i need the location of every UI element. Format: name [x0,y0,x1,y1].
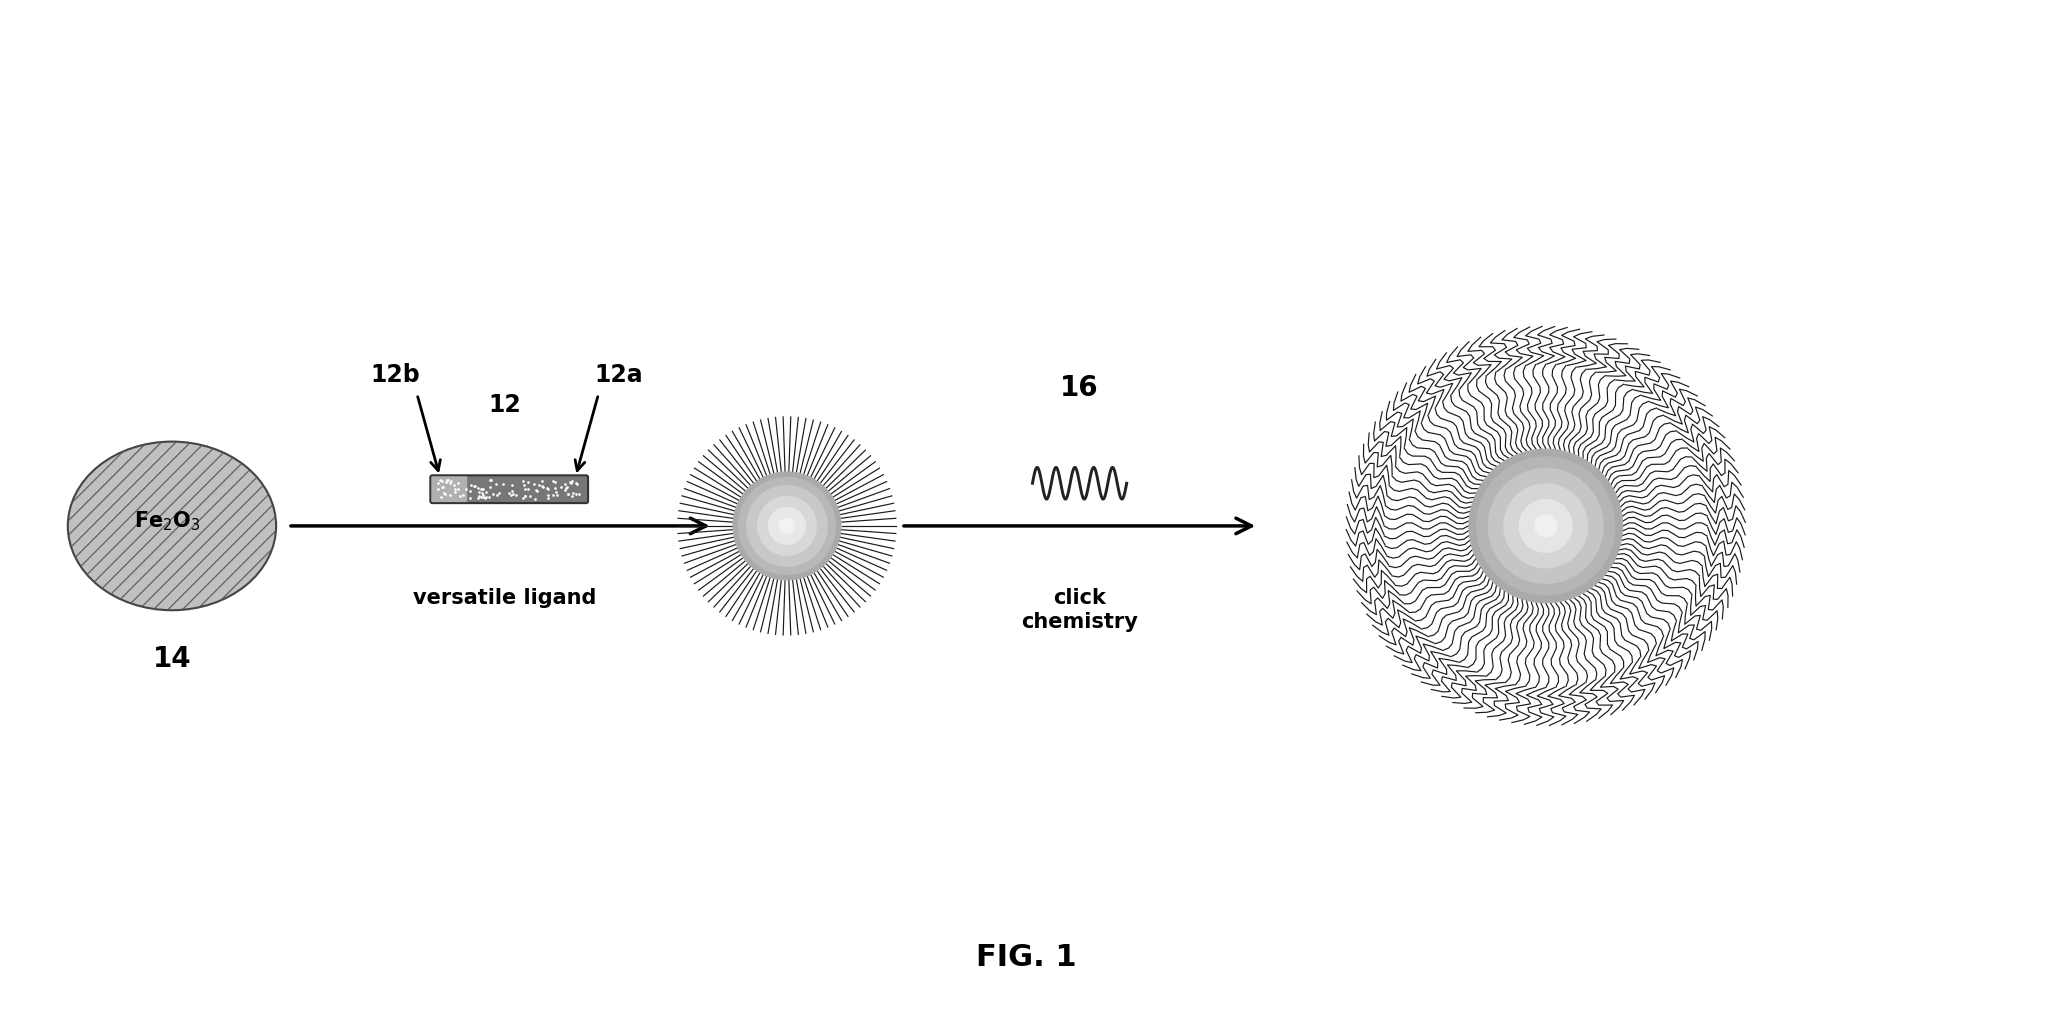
FancyBboxPatch shape [431,475,589,503]
FancyBboxPatch shape [431,476,468,502]
Text: versatile ligand: versatile ligand [412,589,595,608]
Text: FIG. 1: FIG. 1 [975,943,1077,972]
Circle shape [757,496,817,556]
Circle shape [767,507,806,545]
Circle shape [1475,457,1615,596]
Circle shape [1469,448,1623,603]
Text: click
chemistry: click chemistry [1022,589,1139,632]
Ellipse shape [68,441,277,610]
Text: 12a: 12a [593,363,642,387]
Text: Fe$_2$O$_3$: Fe$_2$O$_3$ [133,509,201,533]
Circle shape [1504,484,1588,568]
Circle shape [1535,514,1557,537]
Text: 12: 12 [488,393,521,417]
Circle shape [1488,468,1605,584]
Text: 12b: 12b [369,363,421,387]
Text: 16: 16 [1061,374,1100,402]
Circle shape [780,518,794,534]
Text: 14: 14 [152,645,191,673]
Circle shape [739,476,835,575]
Circle shape [747,485,827,567]
Circle shape [1518,499,1572,553]
Circle shape [733,471,841,580]
Ellipse shape [68,441,277,610]
